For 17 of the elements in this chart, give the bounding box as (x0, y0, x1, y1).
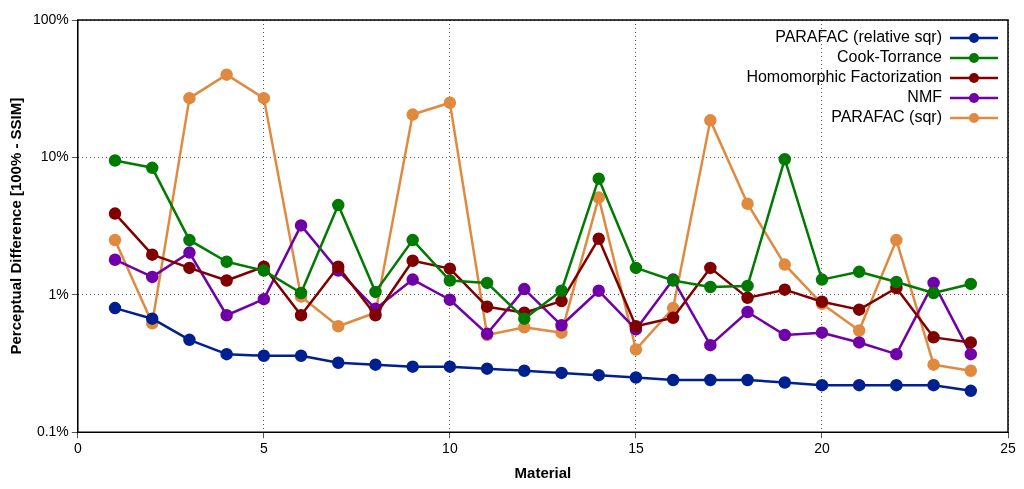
y-tick-label: 100% (32, 10, 69, 27)
y-tick-label: 1% (48, 285, 69, 302)
legend-label: NMF (907, 88, 943, 106)
y-tick-label: 0.1% (36, 423, 69, 440)
x-tick-label: 20 (814, 440, 830, 457)
x-axis-title: Material (514, 464, 572, 482)
x-tick-label: 5 (259, 440, 268, 457)
y-tick-label: 10% (40, 148, 69, 165)
x-tick-label: 10 (442, 440, 458, 457)
legend-label: Homomorphic Factorization (746, 68, 942, 86)
legend-label: Cook-Torrance (837, 48, 943, 66)
x-tick-label: 0 (73, 440, 82, 457)
y-axis-title: Perceptual Difference [100% - SSIM] (7, 97, 25, 355)
legend-label: PARAFAC (relative sqr) (775, 28, 942, 46)
legend-label: PARAFAC (sqr) (831, 108, 942, 126)
x-tick-label: 15 (628, 440, 644, 457)
x-tick-label: 25 (1000, 440, 1016, 457)
